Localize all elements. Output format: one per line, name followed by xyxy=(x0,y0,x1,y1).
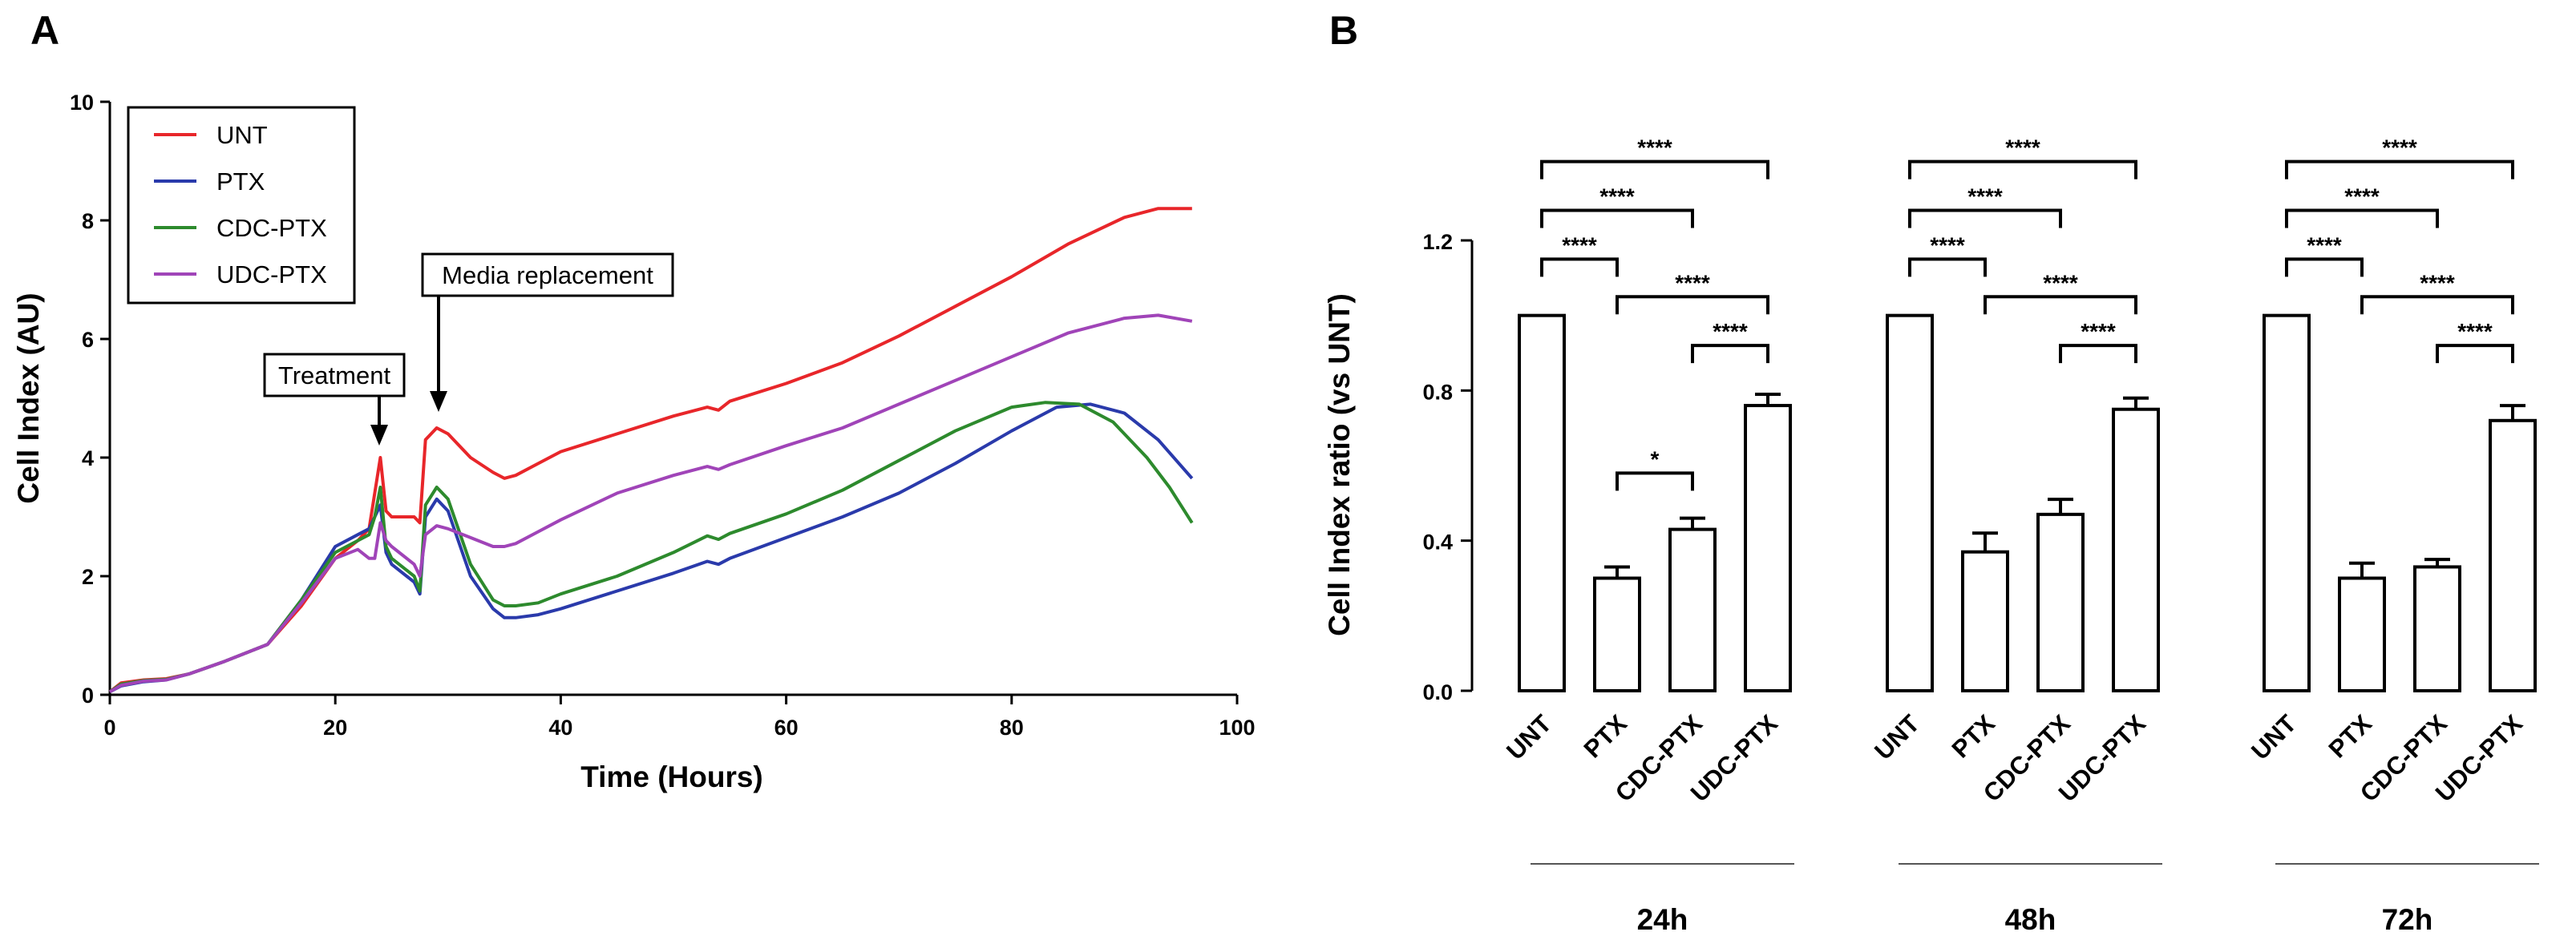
annotation-treatment: Treatment xyxy=(263,353,406,446)
y-axis-title-a: Cell Index (AU) xyxy=(12,292,45,503)
legend-box xyxy=(127,106,356,305)
significance-bracket xyxy=(2436,344,2514,364)
bar-24h-udc-ptx xyxy=(1744,404,1792,692)
significance-bracket xyxy=(2059,344,2137,364)
y-axis-b: 0.0 0.4 0.8 1.2 xyxy=(1422,230,1472,704)
bar-24h-ptx xyxy=(1593,576,1641,692)
group-label-72h: 72h xyxy=(2382,903,2433,936)
significance-bracket xyxy=(1908,208,2062,228)
x-tick-label: 60 xyxy=(774,716,799,740)
significance-label: **** xyxy=(2344,184,2380,209)
bar-48h-ptx xyxy=(1961,550,2009,693)
x-axis-a: 0 20 40 60 80 100 xyxy=(103,695,1256,740)
significance-bracket xyxy=(2285,257,2364,277)
y-tick-label: 0.4 xyxy=(1422,530,1453,555)
y-tick-label: 0.8 xyxy=(1422,380,1453,404)
bar-24h-cdc-ptx xyxy=(1668,527,1717,692)
bar-72h-udc-ptx xyxy=(2489,418,2537,692)
legend-label-unt: UNT xyxy=(216,121,268,149)
group-labels-b: 24h 48h 72h xyxy=(1531,863,2539,936)
x-tick-label: 0 xyxy=(103,716,115,740)
y-tick-label: 1.2 xyxy=(1422,230,1453,254)
x-tick-label: 40 xyxy=(548,716,572,740)
annotation-treatment-box xyxy=(263,353,406,397)
significance-bracket xyxy=(1908,159,2137,180)
significance-bracket xyxy=(1616,295,1769,315)
x-tick-label: 20 xyxy=(323,716,347,740)
group-label-48h: 48h xyxy=(2005,903,2056,936)
significance-label: **** xyxy=(2005,135,2040,160)
bar-72h-unt xyxy=(2263,313,2311,692)
y-tick-label: 6 xyxy=(82,328,94,352)
y-tick-label: 4 xyxy=(82,446,94,470)
panel-label-b: B xyxy=(1329,8,1358,53)
legend-label-udc-ptx: UDC-PTX xyxy=(216,260,327,288)
bar-48h-cdc-ptx xyxy=(2036,512,2085,693)
significance-label: **** xyxy=(1967,184,2003,209)
legend-label-cdc-ptx: CDC-PTX xyxy=(216,214,327,242)
significance-label: **** xyxy=(1637,135,1672,160)
arrow-down-icon xyxy=(430,391,447,412)
legend-label-ptx: PTX xyxy=(216,167,265,196)
significance-label: **** xyxy=(2420,270,2455,295)
legend-a: UNT PTX CDC-PTX UDC-PTX xyxy=(127,106,356,305)
significance-label: **** xyxy=(2457,319,2493,344)
significance-label: **** xyxy=(1562,232,1597,257)
annotation-treatment-label: Treatment xyxy=(278,361,391,389)
significance-label: **** xyxy=(1675,270,1710,295)
panel-label-a: A xyxy=(30,8,59,53)
y-tick-label: 8 xyxy=(82,209,94,233)
significance-label: **** xyxy=(2307,232,2342,257)
x-tick-label: 80 xyxy=(1000,716,1024,740)
significance-label: **** xyxy=(2382,135,2417,160)
group-label-24h: 24h xyxy=(1637,903,1688,936)
significance-bracket xyxy=(1540,159,1769,180)
significance-label: **** xyxy=(1930,232,1965,257)
y-tick-label: 0.0 xyxy=(1422,680,1453,704)
significance-bracket xyxy=(1984,295,2137,315)
bar-48h-udc-ptx xyxy=(2112,407,2160,692)
bar-72h-ptx xyxy=(2338,576,2386,692)
y-tick-label: 0 xyxy=(82,684,94,708)
significance-bracket xyxy=(2360,295,2514,315)
significance-label: **** xyxy=(2081,319,2116,344)
significance-bracket xyxy=(2285,159,2514,180)
significance-bracket xyxy=(1616,471,1694,491)
annotation-media-replacement: Media replacement xyxy=(421,252,674,412)
bar-48h-unt xyxy=(1886,313,1934,692)
line-chart-panel-a: 0 2 4 6 8 10 0 20 40 60 80 100 Time (Hours) Cell I… xyxy=(12,91,1256,793)
annotation-media-replacement-box xyxy=(421,252,674,297)
x-axis-title-a: Time (Hours) xyxy=(580,760,763,793)
significance-brackets-b: ****************************************… xyxy=(1540,135,2514,491)
bar-72h-cdc-ptx xyxy=(2413,565,2461,693)
significance-bracket xyxy=(1908,257,1987,277)
y-axis-title-b: Cell Index ratio (vs UNT) xyxy=(1323,293,1356,636)
arrow-down-icon xyxy=(370,425,388,446)
y-axis-a: 0 2 4 6 8 10 xyxy=(70,91,110,708)
series-line-udc-ptx xyxy=(109,313,1193,694)
significance-label: * xyxy=(1651,446,1660,471)
y-tick-label: 2 xyxy=(82,565,94,589)
series-lines-a xyxy=(108,207,1194,694)
significance-bracket xyxy=(1540,257,1619,277)
significance-bracket xyxy=(1691,344,1769,364)
annotation-media-replacement-label: Media replacement xyxy=(442,261,653,289)
significance-label: **** xyxy=(1599,184,1635,209)
y-tick-label: 10 xyxy=(70,91,94,115)
significance-bracket xyxy=(2285,208,2439,228)
x-tick-label: 100 xyxy=(1219,716,1255,740)
significance-label: **** xyxy=(1713,319,1748,344)
bar-24h-unt xyxy=(1518,313,1566,692)
significance-label: **** xyxy=(2043,270,2078,295)
bars-b xyxy=(1518,313,2537,693)
significance-bracket xyxy=(1540,208,1694,228)
